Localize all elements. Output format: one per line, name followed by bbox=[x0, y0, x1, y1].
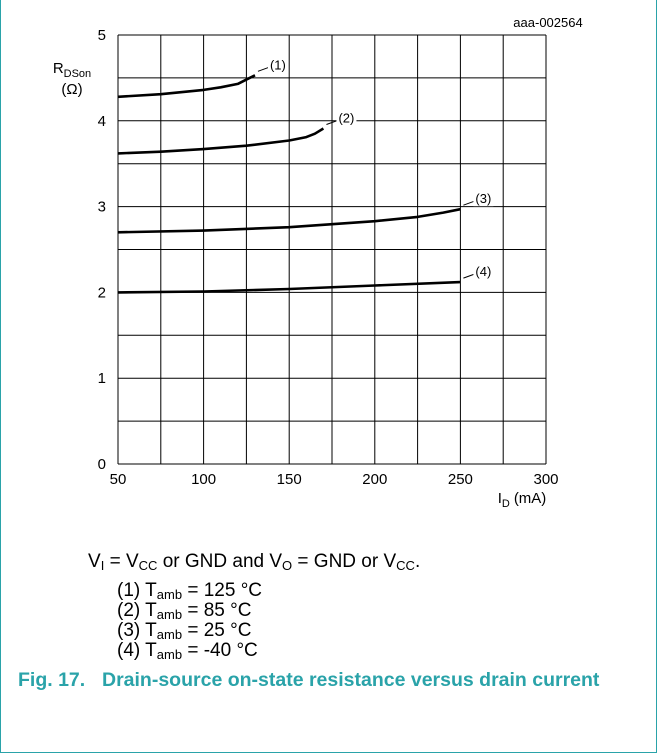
y-axis-unit: (Ω) bbox=[61, 81, 82, 98]
legend-sub: amb bbox=[156, 647, 183, 662]
x-axis-label: ID (mA) bbox=[498, 490, 547, 510]
cond-or-gnd: or GND and V bbox=[157, 551, 283, 572]
series-line-3 bbox=[117, 207, 461, 234]
figure-id-label: aaa-002564 bbox=[513, 15, 582, 30]
series-label-bg bbox=[473, 190, 494, 207]
y-tick-label: 3 bbox=[98, 199, 106, 216]
series-label-3: (3) bbox=[475, 191, 491, 206]
series-line-1 bbox=[117, 74, 256, 99]
series-line-4 bbox=[117, 280, 461, 294]
legend-item-2: (2) Tamb = 85 °C bbox=[117, 600, 251, 622]
cond-vi-sub: I bbox=[100, 558, 105, 573]
legend-item-3: (3) Tamb = 25 °C bbox=[117, 620, 251, 642]
y-tick-label: 1 bbox=[98, 370, 106, 387]
legend-value: = 125 °C bbox=[182, 580, 263, 601]
x-axis-label-sub: D bbox=[502, 498, 510, 510]
labels-layer: 50 100 150 200 250 300 0 1 2 3 4 5 bbox=[98, 27, 559, 488]
y-axis-label: RDSon bbox=[53, 60, 91, 80]
legend-item-4: (4) Tamb = -40 °C bbox=[117, 640, 258, 662]
series-layer: (1) (2) (3) (4) bbox=[117, 56, 494, 294]
legend-value: = -40 °C bbox=[182, 640, 258, 661]
series-label-4: (4) bbox=[475, 264, 491, 279]
x-tick-label: 150 bbox=[277, 471, 302, 488]
legend-value: = 85 °C bbox=[182, 600, 252, 621]
chart: (1) (2) (3) (4) 50 100 150 200 250 300 0 1 2 3 4 5 aaa… bbox=[53, 15, 583, 510]
series-label-bg bbox=[267, 56, 288, 73]
y-tick-label: 2 bbox=[98, 284, 106, 301]
series-label-leader bbox=[257, 66, 270, 72]
y-axis-label-main: R bbox=[53, 60, 64, 77]
x-tick-label: 100 bbox=[191, 471, 216, 488]
x-tick-label: 50 bbox=[110, 471, 127, 488]
y-tick-label: 0 bbox=[98, 456, 106, 473]
legend-num: (3) T bbox=[117, 620, 157, 641]
legend-sub: amb bbox=[156, 587, 183, 602]
legend-num: (4) T bbox=[117, 640, 157, 661]
x-axis-label-main: I bbox=[498, 490, 502, 507]
legend-sub: amb bbox=[156, 607, 183, 622]
series-label-1: (1) bbox=[270, 57, 286, 72]
series-label-bg bbox=[336, 109, 357, 126]
cond-eq1: = V bbox=[104, 551, 139, 572]
series-label-leader bbox=[463, 200, 475, 206]
legend-sub: amb bbox=[156, 627, 183, 642]
legend-num: (1) T bbox=[117, 580, 157, 601]
legend-item-1: (1) Tamb = 125 °C bbox=[117, 580, 262, 602]
chart-grid bbox=[117, 34, 547, 465]
series-label-2: (2) bbox=[338, 111, 354, 126]
series-label-leader bbox=[463, 273, 475, 279]
series-line-2 bbox=[117, 127, 325, 155]
conditions-line: VI = VCC or GND and VO = GND or VCC. bbox=[88, 551, 420, 573]
cond-end: . bbox=[414, 551, 421, 572]
cond-vo-sub: O bbox=[282, 558, 293, 573]
legend-num: (2) T bbox=[117, 600, 157, 621]
legend-value: = 25 °C bbox=[182, 620, 252, 641]
cond-vcc-sub: CC bbox=[138, 558, 158, 573]
cond-vcc2-sub: CC bbox=[396, 558, 415, 573]
x-tick-label: 250 bbox=[448, 471, 473, 488]
figure-title: Drain-source on-state resistance versus … bbox=[102, 669, 600, 691]
cond-vi: V bbox=[88, 551, 101, 572]
series-label-leader bbox=[326, 120, 338, 125]
cond-eq2: = GND or V bbox=[292, 551, 397, 572]
figure-caption: Fig. 17. Drain-source on-state resistanc… bbox=[18, 667, 638, 693]
y-tick-label: 4 bbox=[98, 113, 106, 130]
y-tick-label: 5 bbox=[98, 27, 106, 44]
figure-number: Fig. 17. bbox=[18, 669, 86, 691]
x-tick-label: 200 bbox=[362, 471, 387, 488]
x-axis-label-unit: (mA) bbox=[514, 490, 547, 507]
y-axis-label-sub: DSon bbox=[64, 68, 92, 80]
series-label-bg bbox=[473, 263, 494, 280]
x-tick-label: 300 bbox=[533, 471, 558, 488]
